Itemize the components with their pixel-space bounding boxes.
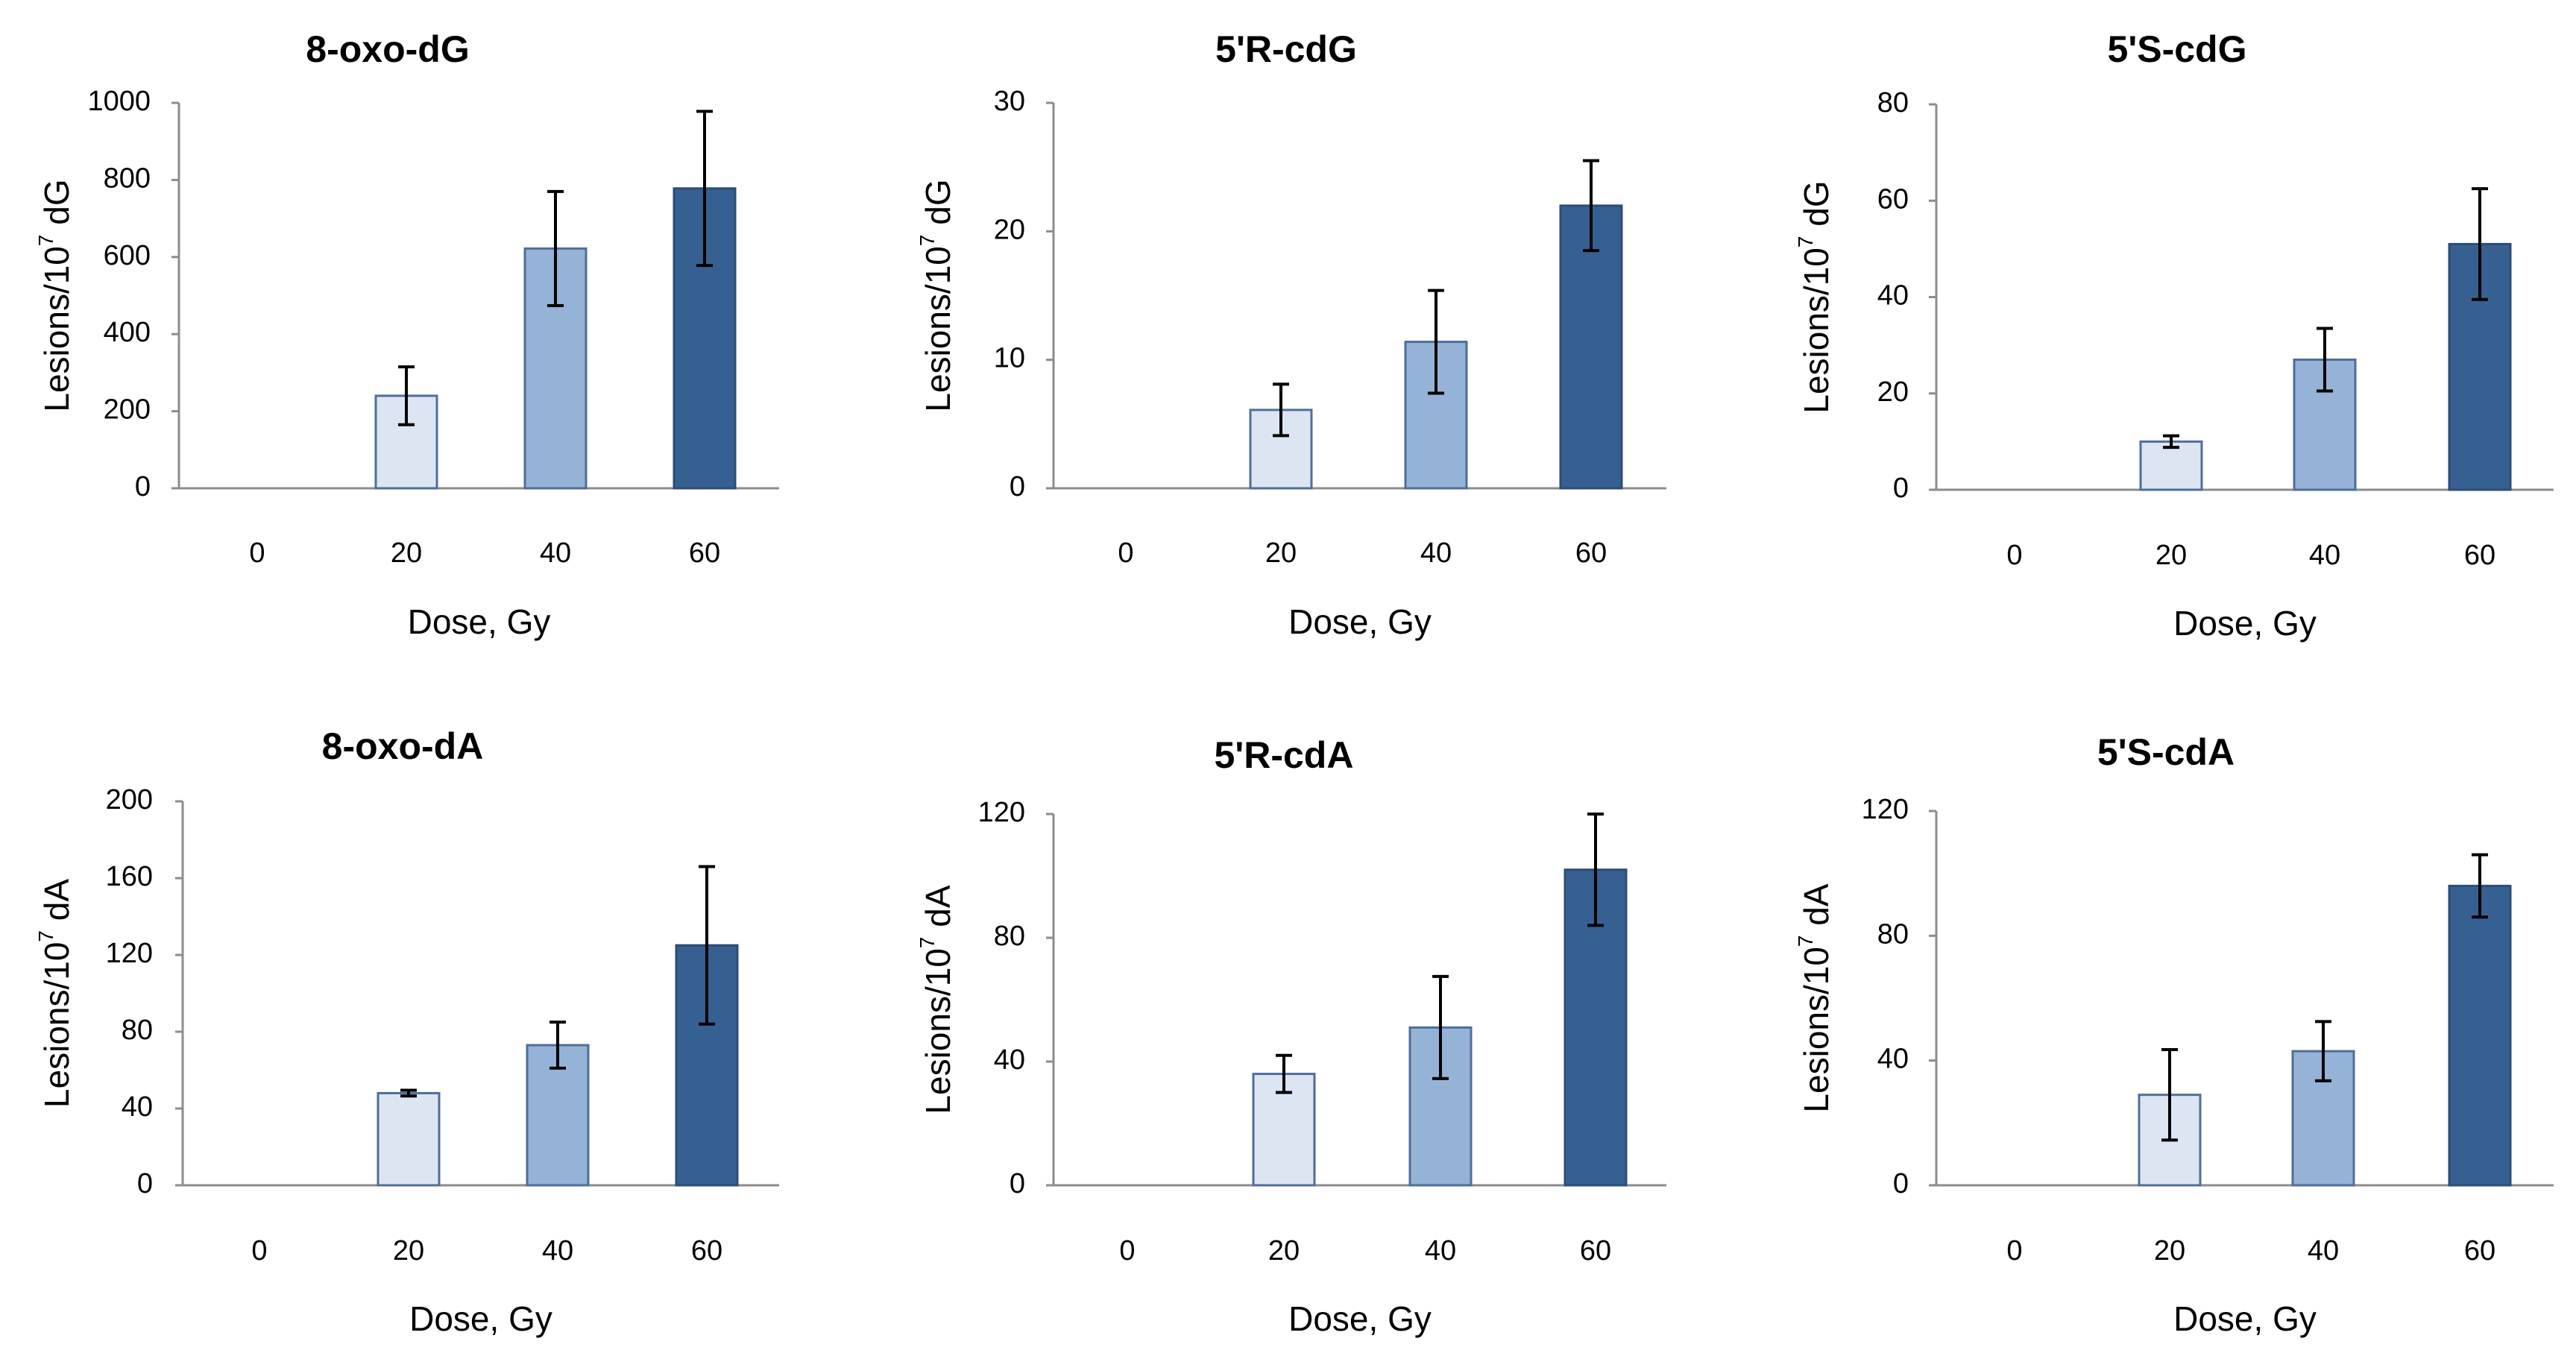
y-tick-label: 160	[106, 861, 153, 892]
y-tick-label: 200	[104, 394, 151, 426]
chart-panel: 5'S-cdG 0 20 40 60 80 0 20 40 60 Dose, Gy Lesions/1…	[1794, 28, 2554, 643]
y-axis-label: Lesions/107 dA	[34, 879, 76, 1108]
chart-title: 8-oxo-dA	[322, 725, 484, 767]
y-axis-label: Lesions/107 dG	[34, 179, 76, 411]
error-bar	[2161, 1048, 2178, 1142]
error-bar	[2315, 1020, 2331, 1082]
x-tick-label: 60	[2464, 540, 2495, 571]
x-tick-label: 20	[1268, 1235, 1300, 1267]
x-tick-label: 60	[689, 537, 720, 569]
y-tick-label: 40	[122, 1091, 153, 1123]
error-bar	[2163, 434, 2179, 450]
x-tick-label: 40	[1425, 1235, 1456, 1267]
x-tick-label: 20	[391, 537, 422, 569]
y-tick-label: 10	[994, 343, 1025, 374]
y-tick-label: 20	[994, 214, 1025, 245]
y-tick-label: 0	[1010, 471, 1025, 502]
x-tick-label: 40	[2309, 540, 2340, 571]
x-tick-label: 0	[249, 537, 265, 569]
y-tick-label: 200	[106, 784, 153, 816]
chart-title: 8-oxo-dG	[306, 28, 469, 70]
x-tick-label: 40	[2308, 1235, 2339, 1267]
y-axis-label: Lesions/107 dA	[1794, 883, 1836, 1112]
y-tick-label: 80	[994, 921, 1025, 952]
y-tick-label: 120	[106, 938, 153, 969]
chart-title: 5'R-cdG	[1215, 28, 1357, 70]
x-axis-label: Dose, Gy	[1288, 1299, 1432, 1338]
y-axis-label: Lesions/107 dG	[1794, 180, 1836, 413]
error-bar	[699, 865, 715, 1026]
y-tick-label: 120	[978, 797, 1025, 828]
y-tick-label: 40	[994, 1044, 1025, 1076]
chart-panel: 8-oxo-dA 0 40 80 120 160 200 0 20 40 60 Dose, Gy Les…	[34, 725, 779, 1338]
y-axis-label: Lesions/107 dA	[916, 885, 957, 1114]
y-tick-label: 80	[1877, 87, 1909, 119]
x-tick-label: 0	[2006, 540, 2022, 571]
y-tick-label: 40	[1877, 1044, 1909, 1075]
x-tick-label: 20	[1265, 537, 1297, 569]
bar	[377, 1091, 441, 1187]
y-tick-label: 0	[1893, 1168, 1909, 1199]
error-bar	[2472, 187, 2488, 301]
x-tick-label: 20	[393, 1235, 424, 1267]
y-tick-label: 40	[1877, 280, 1909, 312]
error-bar	[1273, 382, 1289, 438]
y-tick-label: 60	[1877, 183, 1909, 215]
x-tick-label: 20	[2155, 540, 2187, 571]
y-tick-label: 0	[137, 1168, 153, 1199]
bar	[2448, 884, 2512, 1187]
error-bar	[1587, 813, 1604, 927]
x-axis-label: Dose, Gy	[409, 1299, 552, 1338]
bar	[1559, 204, 1623, 490]
chart-panel: 5'S-cdA 0 40 80 120 0 20 40 60 Dose, Gy Lesions/10…	[1794, 731, 2554, 1338]
y-tick-label: 20	[1877, 376, 1909, 408]
y-tick-label: 1000	[87, 86, 151, 117]
y-tick-label: 800	[104, 163, 151, 194]
error-bar	[2317, 327, 2333, 393]
error-bar	[549, 1021, 566, 1070]
chart-panel: 5'R-cdG 0 10 20 30 0 20 40 60 Dose, Gy Lesions/107…	[916, 28, 1666, 641]
y-tick-label: 0	[135, 471, 151, 502]
y-tick-label: 400	[104, 317, 151, 348]
x-tick-label: 40	[540, 537, 571, 569]
chart-title: 5'R-cdA	[1215, 734, 1354, 776]
y-tick-label: 0	[1010, 1168, 1025, 1199]
error-bar	[2472, 853, 2488, 919]
x-tick-label: 60	[691, 1235, 722, 1267]
error-bar	[1583, 159, 1599, 253]
chart-title: 5'S-cdG	[2108, 28, 2247, 70]
x-tick-label: 40	[1420, 537, 1452, 569]
error-bar	[398, 365, 415, 426]
x-tick-label: 60	[1580, 1235, 1611, 1267]
error-bar	[547, 189, 564, 307]
x-tick-label: 20	[2154, 1235, 2185, 1267]
y-tick-label: 120	[1862, 794, 1909, 825]
error-bar	[1432, 974, 1449, 1080]
y-tick-label: 600	[104, 240, 151, 271]
y-axis-label: Lesions/107 dG	[916, 179, 957, 411]
error-bar	[1428, 288, 1444, 395]
y-tick-label: 30	[994, 86, 1025, 117]
chart-title: 5'S-cdA	[2097, 731, 2235, 773]
chart-panel: 5'R-cdA 0 40 80 120 0 20 40 60 Dose, Gy Lesions/10…	[916, 734, 1666, 1338]
x-axis-label: Dose, Gy	[2173, 604, 2317, 643]
x-axis-label: Dose, Gy	[408, 602, 551, 641]
chart-panel: 8-oxo-dG 0 200 400 600 800 1000 0 20 40 60 Dose, Gy…	[34, 28, 779, 641]
x-tick-label: 0	[1119, 1235, 1135, 1267]
error-bar	[696, 110, 713, 268]
y-tick-label: 80	[122, 1015, 153, 1046]
x-axis-label: Dose, Gy	[1288, 602, 1432, 641]
y-tick-label: 80	[1877, 918, 1909, 950]
x-tick-label: 0	[2006, 1235, 2022, 1267]
x-axis-label: Dose, Gy	[2173, 1299, 2317, 1338]
x-tick-label: 60	[2464, 1235, 2495, 1267]
x-tick-label: 60	[1575, 537, 1607, 569]
error-bar	[1276, 1053, 1292, 1094]
x-tick-label: 0	[251, 1235, 267, 1267]
x-tick-label: 40	[542, 1235, 573, 1267]
x-tick-label: 0	[1118, 537, 1133, 569]
y-tick-label: 0	[1893, 473, 1909, 504]
error-bar	[400, 1088, 417, 1098]
